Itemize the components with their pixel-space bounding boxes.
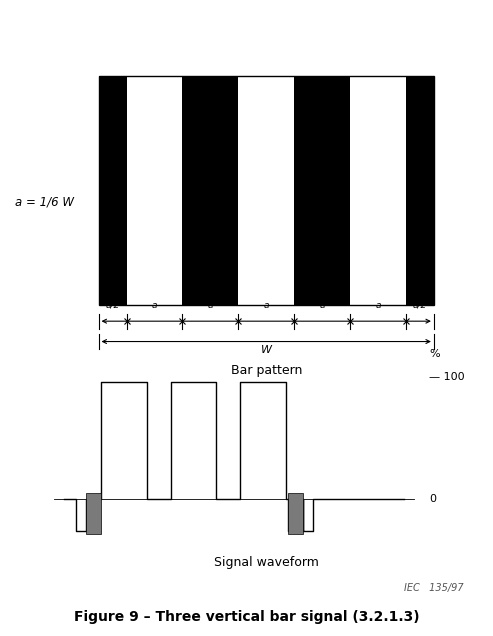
Text: a = 1/6 W: a = 1/6 W	[15, 196, 74, 209]
Text: a/2: a/2	[413, 301, 427, 310]
Text: a: a	[208, 301, 213, 310]
Text: a: a	[319, 301, 325, 310]
Text: 0: 0	[429, 494, 436, 504]
Bar	[86, 493, 101, 534]
Text: — 100: — 100	[429, 372, 464, 382]
Text: a/2: a/2	[106, 301, 120, 310]
Text: W: W	[261, 345, 272, 355]
Text: a: a	[152, 301, 157, 310]
Text: Figure 9 – Three vertical bar signal (3.2.1.3): Figure 9 – Three vertical bar signal (3.…	[73, 610, 420, 624]
Bar	[288, 493, 303, 534]
Text: a: a	[263, 301, 269, 310]
Bar	[182, 76, 238, 305]
Bar	[99, 76, 434, 305]
Text: Signal waveform: Signal waveform	[214, 556, 318, 569]
Text: IEC   135/97: IEC 135/97	[404, 583, 464, 593]
Text: a: a	[375, 301, 381, 310]
Bar	[294, 76, 350, 305]
Text: Bar pattern: Bar pattern	[231, 364, 302, 377]
Text: %: %	[429, 349, 440, 359]
Bar	[99, 76, 127, 305]
Bar	[406, 76, 434, 305]
